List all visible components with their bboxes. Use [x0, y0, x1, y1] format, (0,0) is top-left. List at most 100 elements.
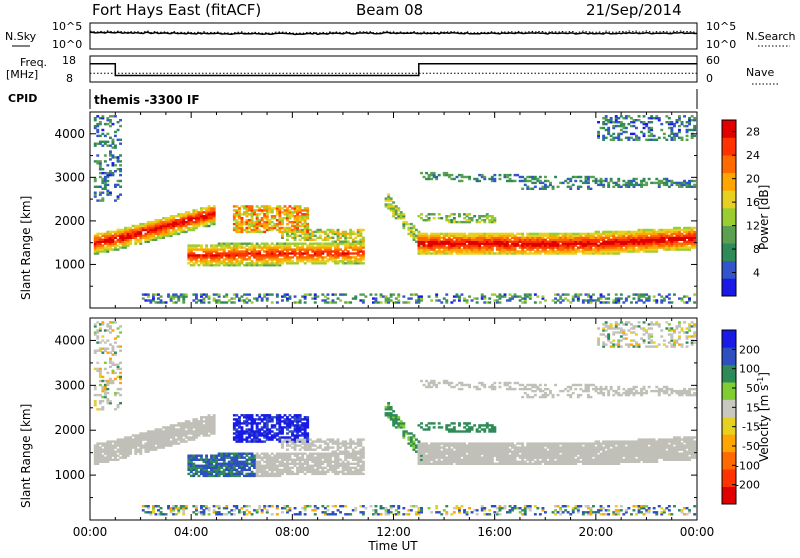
heatmap-cell — [233, 213, 236, 215]
heatmap-cell — [294, 215, 297, 217]
heatmap-cell — [397, 207, 400, 209]
heatmap-cell — [106, 348, 109, 350]
heatmap-cell — [291, 243, 294, 245]
heatmap-cell — [668, 135, 671, 137]
heatmap-cell — [114, 135, 117, 137]
heatmap-cell — [645, 297, 648, 299]
heatmap-cell — [450, 213, 453, 215]
heatmap-cell — [306, 293, 309, 295]
heatmap-cell — [251, 243, 254, 245]
heatmap-cell — [124, 436, 127, 438]
heatmap-cell — [134, 438, 137, 440]
heatmap-cell — [248, 473, 251, 475]
heatmap-cell — [633, 133, 636, 135]
nsky-tick-top: 10^5 — [52, 20, 82, 33]
heatmap-cell — [101, 348, 104, 350]
heatmap-cell — [200, 207, 203, 209]
heatmap-cell — [96, 233, 99, 235]
heatmap-cell — [137, 225, 140, 227]
heatmap-cell — [200, 244, 203, 246]
heatmap-cell — [251, 513, 254, 515]
heatmap-cell — [144, 442, 147, 444]
heatmap-cell — [597, 244, 600, 246]
heatmap-cell — [602, 127, 605, 129]
heatmap-cell — [577, 233, 580, 235]
heatmap-cell — [248, 256, 251, 258]
colorbar-segment — [722, 208, 736, 226]
heatmap-cell — [112, 345, 115, 347]
heatmap-cell — [468, 213, 471, 215]
heatmap-cell — [385, 203, 388, 205]
heatmap-cell — [137, 239, 140, 241]
heatmap-cell — [243, 475, 246, 477]
heatmap-cell — [117, 404, 120, 406]
heatmap-cell — [572, 233, 575, 235]
heatmap-cell — [574, 180, 577, 182]
heatmap-cell — [238, 430, 241, 432]
heatmap-cell — [213, 455, 216, 457]
heatmap-cell — [534, 301, 537, 303]
heatmap-cell — [144, 511, 147, 513]
heatmap-cell — [668, 180, 671, 182]
heatmap-cell — [152, 430, 155, 432]
heatmap-cell — [96, 135, 99, 137]
colorbar-segment — [722, 226, 736, 244]
heatmap-cell — [119, 350, 122, 352]
heatmap-cell — [119, 376, 122, 378]
heatmap-cell — [230, 301, 233, 303]
heatmap-cell — [496, 295, 499, 297]
heatmap-cell — [94, 400, 97, 402]
heatmap-cell — [203, 248, 206, 250]
heatmap-cell — [294, 205, 297, 207]
heatmap-cell — [281, 295, 284, 297]
heatmap-cell — [246, 301, 249, 303]
heatmap-cell — [483, 233, 486, 235]
heatmap-cell — [324, 237, 327, 239]
heatmap-cell — [493, 252, 496, 254]
heatmap-cell — [157, 297, 160, 299]
heatmap-cell — [595, 231, 598, 233]
heatmap-cell — [243, 293, 246, 295]
heatmap-cell — [220, 513, 223, 515]
heatmap-cell — [415, 299, 418, 301]
heatmap-cell — [445, 172, 448, 174]
heatmap-cell — [438, 217, 441, 219]
heatmap-cell — [681, 233, 684, 235]
heatmap-cell — [686, 125, 689, 127]
heatmap-cell — [192, 209, 195, 211]
heatmap-cell — [215, 459, 218, 461]
heatmap-cell — [615, 237, 618, 239]
heatmap-cell — [339, 293, 342, 295]
heatmap-cell — [177, 507, 180, 509]
heatmap-cell — [357, 241, 360, 243]
heatmap-cell — [200, 511, 203, 513]
heatmap-cell — [142, 293, 145, 295]
heatmap-cell — [648, 135, 651, 137]
heatmap-cell — [213, 459, 216, 461]
heatmap-cell — [177, 422, 180, 424]
heatmap-cell — [347, 250, 350, 252]
heatmap-cell — [291, 207, 294, 209]
heatmap-cell — [243, 511, 246, 513]
heatmap-cell — [329, 229, 332, 231]
heatmap-cell — [342, 293, 345, 295]
heatmap-cell — [309, 293, 312, 295]
heatmap-cell — [119, 154, 122, 156]
heatmap-cell — [162, 438, 165, 440]
heatmap-cell — [663, 297, 666, 299]
heatmap-cell — [101, 339, 104, 341]
colorbar-tick-label: 20 — [746, 173, 760, 186]
freq-tick-top: 18 — [62, 54, 76, 67]
heatmap-cell — [101, 233, 104, 235]
colorbar-segment — [722, 243, 736, 261]
heatmap-cell — [190, 436, 193, 438]
heatmap-cell — [476, 297, 479, 299]
heatmap-cell — [157, 219, 160, 221]
heatmap-cell — [96, 459, 99, 461]
heatmap-cell — [638, 115, 641, 117]
heatmap-cell — [691, 129, 694, 131]
heatmap-cell — [263, 221, 266, 223]
heatmap-cell — [114, 459, 117, 461]
cpid-label: CPID — [8, 92, 37, 105]
heatmap-cell — [605, 178, 608, 180]
